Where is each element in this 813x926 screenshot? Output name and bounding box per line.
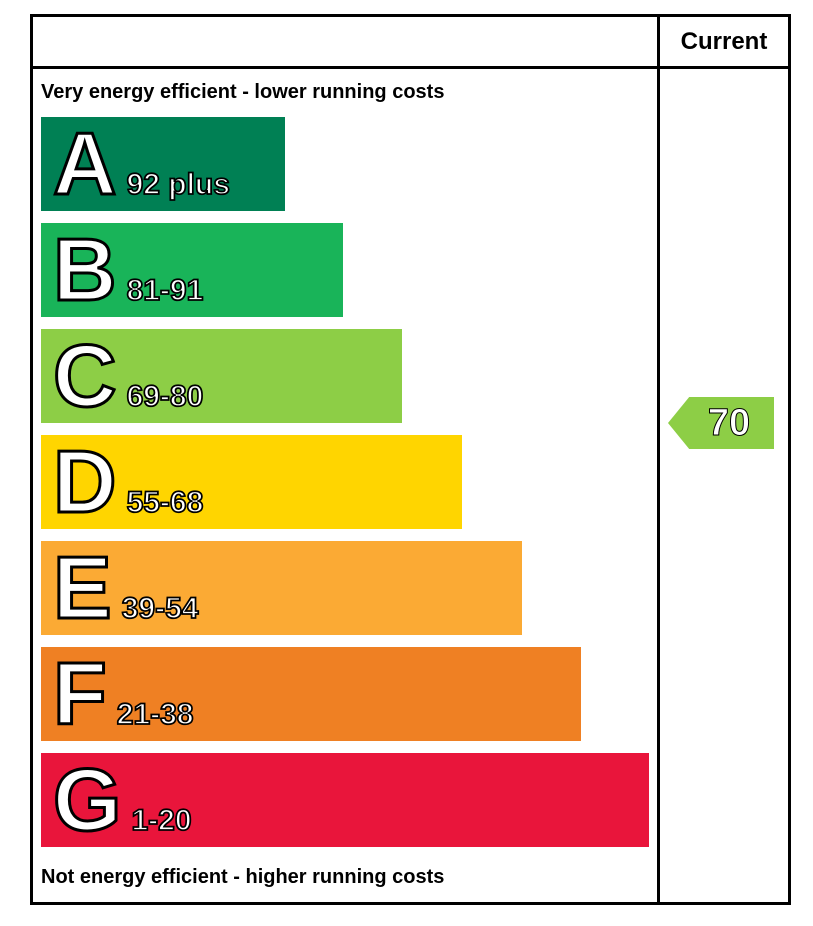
caption-not-efficient: Not energy efficient - higher running co… bbox=[41, 866, 445, 888]
band-e: E 39-54 bbox=[41, 538, 522, 637]
header-left-cell bbox=[33, 17, 657, 69]
band-a-letter: A bbox=[52, 114, 119, 213]
current-rating-value: 70 bbox=[707, 402, 751, 445]
caption-very-efficient: Very energy efficient - lower running co… bbox=[41, 81, 445, 103]
current-rating-arrow: 70 bbox=[668, 397, 774, 449]
band-e-range: 39-54 bbox=[121, 591, 199, 626]
band-f: F 21-38 bbox=[41, 644, 581, 743]
band-c-range: 69-80 bbox=[126, 379, 204, 414]
band-c-letter: C bbox=[52, 326, 119, 425]
bands-area: Very energy efficient - lower running co… bbox=[33, 69, 657, 902]
band-f-letter: F bbox=[52, 644, 109, 743]
band-b-range: 81-91 bbox=[126, 273, 204, 308]
band-b: B 81-91 bbox=[41, 220, 343, 319]
current-column-header: Current bbox=[657, 17, 788, 69]
band-a-range: 92 plus bbox=[126, 167, 231, 202]
band-g: G 1-20 bbox=[41, 750, 649, 849]
band-g-range: 1-20 bbox=[131, 803, 193, 838]
epc-rating-chart: Current Very energy efficient - lower ru… bbox=[30, 14, 791, 905]
band-a: A 92 plus bbox=[41, 114, 285, 213]
band-d: D 55-68 bbox=[41, 432, 462, 531]
band-f-range: 21-38 bbox=[116, 697, 194, 732]
band-d-letter: D bbox=[52, 432, 119, 531]
band-b-letter: B bbox=[52, 220, 119, 319]
band-e-letter: E bbox=[52, 538, 114, 637]
current-column: 70 bbox=[657, 69, 788, 902]
band-g-letter: G bbox=[51, 750, 122, 849]
band-c: C 69-80 bbox=[41, 326, 402, 425]
band-d-range: 55-68 bbox=[126, 485, 204, 520]
